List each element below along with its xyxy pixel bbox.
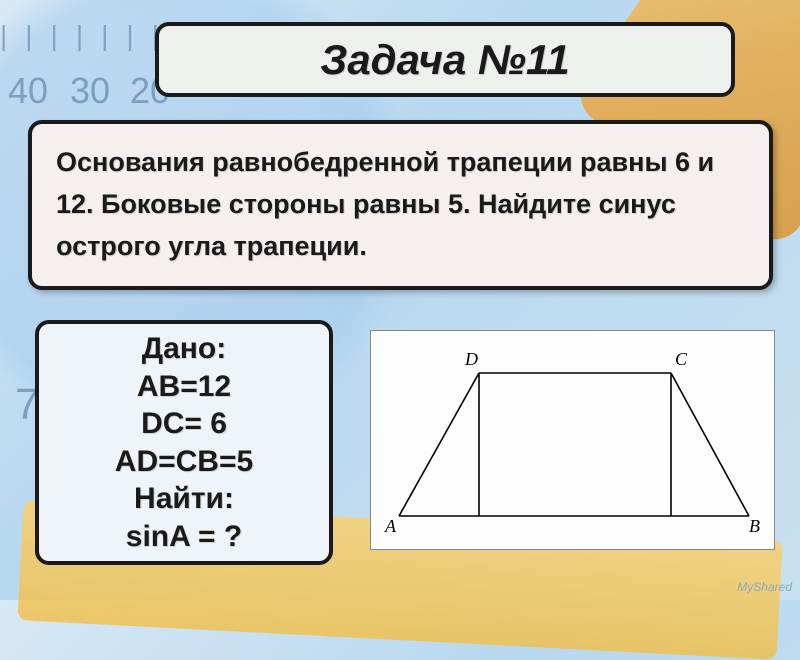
title-text: Задача №11: [320, 36, 569, 84]
given-box: Дано: АВ=12 DC= 6 AD=CB=5 Найти: sinA = …: [35, 320, 333, 565]
given-dc: DC= 6: [141, 405, 227, 443]
problem-box: Основания равнобедренной трапеции равны …: [28, 120, 773, 290]
bg-num-40: 40: [8, 70, 48, 112]
given-ab: АВ=12: [137, 368, 231, 406]
trapezoid-diagram: A B C D: [370, 330, 775, 550]
problem-text: Основания равнобедренной трапеции равны …: [56, 142, 745, 268]
bg-num-30: 30: [70, 70, 110, 112]
svg-text:D: D: [464, 349, 478, 369]
find-line: sinA = ?: [126, 518, 242, 556]
find-header: Найти:: [134, 480, 234, 518]
trapezoid-svg: A B C D: [371, 331, 776, 551]
watermark: MyShared: [737, 580, 792, 594]
given-ad-cb: AD=CB=5: [115, 443, 253, 481]
given-header: Дано:: [142, 330, 227, 368]
title-box: Задача №11: [155, 22, 735, 97]
svg-text:A: A: [384, 516, 397, 536]
svg-text:B: B: [749, 516, 760, 536]
svg-text:C: C: [675, 349, 688, 369]
